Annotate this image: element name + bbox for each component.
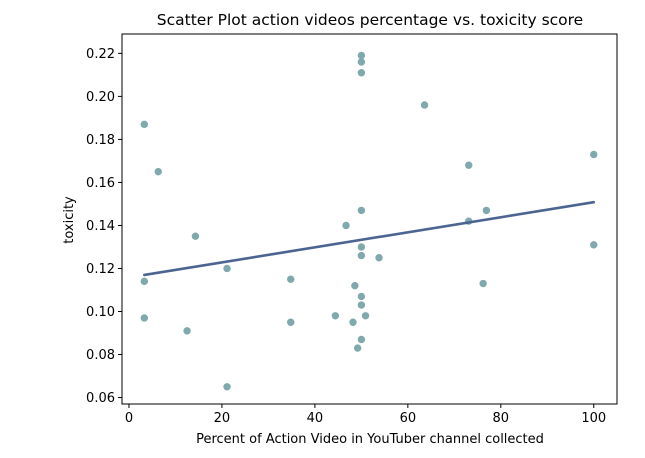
data-point [223, 264, 231, 273]
data-point [482, 206, 491, 215]
data-point [361, 312, 370, 320]
data-point [287, 275, 295, 283]
y-tick-label: 0.18 [86, 133, 115, 148]
data-point [479, 279, 487, 288]
data-point [357, 69, 366, 77]
data-point [465, 161, 473, 169]
data-point [375, 254, 383, 262]
data-point [191, 232, 200, 240]
data-point [349, 318, 357, 326]
data-point [590, 150, 598, 159]
trend-line [143, 200, 596, 277]
y-tick-label: 0.08 [86, 348, 115, 363]
data-point [342, 221, 350, 230]
data-point [357, 251, 366, 260]
points-layer [140, 51, 598, 391]
y-tick-label: 0.20 [86, 90, 115, 105]
data-point [357, 301, 366, 309]
y-tick-label: 0.14 [86, 219, 115, 234]
x-tick-label: 0 [125, 411, 133, 426]
trendline-layer [143, 200, 596, 277]
x-tick-label: 20 [214, 411, 231, 426]
data-point [357, 243, 366, 251]
data-point [357, 335, 366, 344]
y-axis-ticks: 0.06 0.08 0.10 0.12 0.14 0.16 0.18 0.20 0.22 [86, 47, 122, 406]
data-point [140, 120, 149, 129]
x-tick-label: 40 [307, 411, 324, 426]
plot-area-frame [121, 33, 618, 405]
y-tick-label: 0.06 [86, 391, 115, 406]
chart-title: Scatter Plot action videos percentage vs… [157, 11, 583, 29]
data-point [331, 312, 340, 320]
data-point [353, 344, 362, 352]
data-point [183, 327, 191, 335]
data-point [590, 241, 598, 249]
data-point [140, 277, 149, 286]
y-tick-label: 0.10 [86, 305, 115, 320]
data-point [287, 318, 295, 326]
data-point [351, 281, 359, 290]
data-point [420, 101, 429, 109]
data-point [154, 167, 162, 176]
data-point [223, 383, 231, 391]
data-point [357, 206, 366, 215]
data-point [357, 51, 366, 60]
x-tick-label: 60 [400, 411, 417, 426]
x-tick-label: 80 [493, 411, 510, 426]
x-axis-label: Percent of Action Video in YouTuber chan… [196, 432, 544, 447]
data-point [357, 58, 366, 66]
x-axis-ticks: 0 20 40 60 80 100 [125, 404, 606, 426]
y-tick-label: 0.16 [86, 176, 115, 191]
y-tick-label: 0.22 [86, 47, 115, 62]
y-axis-label: toxicity [62, 196, 77, 244]
y-tick-label: 0.12 [86, 262, 115, 277]
data-point [140, 314, 149, 322]
x-tick-label: 100 [581, 411, 606, 426]
data-point [357, 292, 366, 301]
